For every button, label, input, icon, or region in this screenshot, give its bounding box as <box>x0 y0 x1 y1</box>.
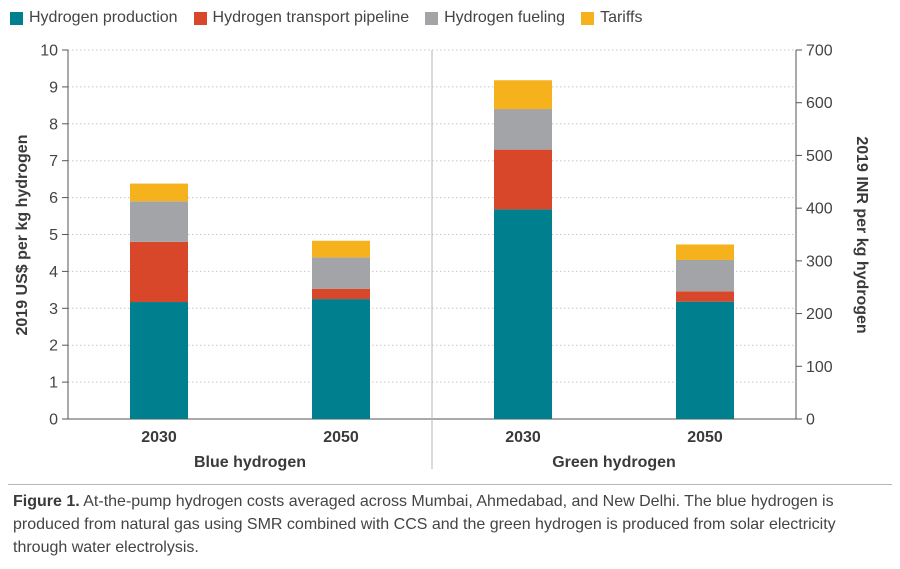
x-tick-label: 2030 <box>141 429 177 446</box>
y-tick-label: 8 <box>49 116 58 133</box>
legend-swatch-fueling <box>425 11 439 25</box>
chart-legend: Hydrogen production Hydrogen transport p… <box>10 6 658 30</box>
y-tick-label: 1 <box>49 375 58 392</box>
bar-segment-pipeline <box>494 149 552 210</box>
y2-tick-label: 300 <box>806 253 833 270</box>
y-axis-title: 2019 US$ per kg hydrogen <box>14 135 31 336</box>
group-label: Blue hydrogen <box>194 454 306 471</box>
bar-segment-fueling <box>676 259 734 292</box>
bar-segment-fueling <box>130 201 188 242</box>
y-tick-label: 3 <box>49 301 58 318</box>
y-tick-label: 4 <box>49 264 58 281</box>
x-tick-label: 2050 <box>323 429 359 446</box>
y-tick-label: 6 <box>49 190 58 207</box>
bar-segment-tariffs <box>494 80 552 110</box>
caption-divider <box>8 484 892 485</box>
legend-label-tariffs: Tariffs <box>600 9 643 26</box>
y2-axis-title: 2019 INR per kg hydrogen <box>853 136 870 333</box>
y-tick-label: 5 <box>49 227 58 244</box>
bar-segment-production <box>312 299 370 419</box>
bar-segment-pipeline <box>130 241 188 303</box>
bar-segment-pipeline <box>312 288 370 300</box>
legend-swatch-production <box>10 11 23 25</box>
y2-tick-label: 0 <box>806 412 815 429</box>
bar-segment-fueling <box>312 257 370 289</box>
legend-label-production: Hydrogen production <box>29 9 178 26</box>
y-tick-label: 9 <box>49 79 58 96</box>
legend-label-fueling: Hydrogen fueling <box>444 9 566 26</box>
bar-segment-production <box>494 209 552 419</box>
y2-tick-label: 600 <box>806 95 833 112</box>
y-tick-label: 7 <box>49 153 58 170</box>
legend-swatch-tariffs <box>581 11 595 25</box>
bar-segment-fueling <box>494 109 552 150</box>
legend-item-production: Hydrogen production <box>10 9 178 27</box>
bar-segment-pipeline <box>676 291 734 302</box>
figure-caption-label: Figure 1. <box>13 493 80 510</box>
y-tick-label: 0 <box>49 412 58 429</box>
bar-segment-tariffs <box>130 183 188 202</box>
bar-segment-tariffs <box>676 244 734 260</box>
bar-segment-production <box>676 301 734 419</box>
legend-swatch-pipeline <box>193 11 207 25</box>
legend-item-fueling: Hydrogen fueling <box>425 9 565 27</box>
bar-segment-production <box>130 302 188 419</box>
figure-caption-text: At-the-pump hydrogen costs averaged acro… <box>13 493 836 556</box>
x-tick-label: 2030 <box>505 429 541 446</box>
figure-caption: Figure 1. At-the-pump hydrogen costs ave… <box>13 490 888 559</box>
y2-tick-label: 700 <box>806 43 833 60</box>
legend-item-pipeline: Hydrogen transport pipeline <box>193 9 410 27</box>
legend-label-pipeline: Hydrogen transport pipeline <box>212 9 410 26</box>
legend-item-tariffs: Tariffs <box>581 9 642 27</box>
group-label: Green hydrogen <box>552 454 676 471</box>
x-tick-label: 2050 <box>687 429 723 446</box>
y2-tick-label: 400 <box>806 201 833 218</box>
y2-tick-label: 500 <box>806 148 833 165</box>
y-tick-label: 2 <box>49 338 58 355</box>
y-tick-label: 10 <box>40 43 58 60</box>
y2-tick-label: 200 <box>806 306 833 323</box>
bar-segment-tariffs <box>312 240 370 258</box>
y2-tick-label: 100 <box>806 359 833 376</box>
